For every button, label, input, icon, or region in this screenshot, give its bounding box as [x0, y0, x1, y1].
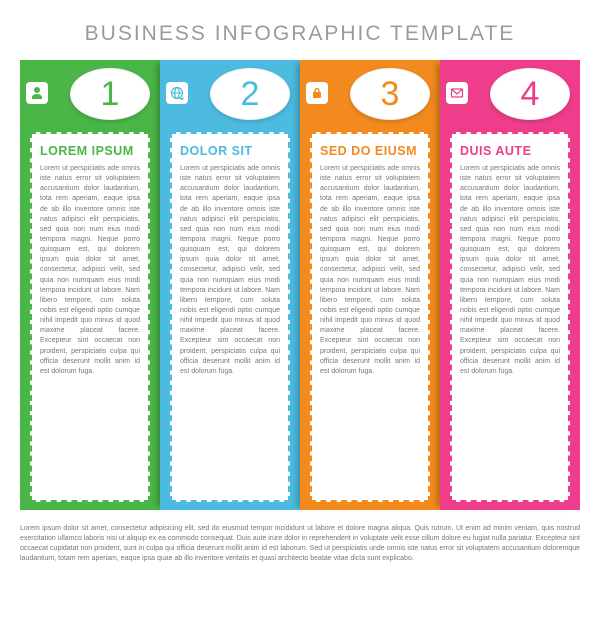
panel-text-box: SED DO EIUSM Lorem ut perspiciatis ade om…	[310, 132, 430, 502]
page-title: BUSINESS INFOGRAPHIC TEMPLATE	[0, 22, 600, 46]
step-number: 4	[521, 75, 540, 114]
user-icon	[26, 82, 48, 104]
panel-heading: LOREM IPSUM	[40, 144, 140, 158]
panel-heading: DUIS AUTE	[460, 144, 560, 158]
panel-text-box: DUIS AUTE Lorem ut perspiciatis ade omnis…	[450, 132, 570, 502]
step-number: 2	[241, 75, 260, 114]
panel-3: 3 SED DO EIUSM Lorem ut perspiciatis ade o…	[300, 60, 440, 510]
panel-heading: SED DO EIUSM	[320, 144, 420, 158]
footer-text: Lorem ipsum dolor sit amet, consectetur …	[20, 524, 580, 565]
panel-body-text: Lorem ut perspiciatis ade omnis iste nat…	[180, 164, 280, 377]
step-number-pill: 4	[490, 68, 570, 120]
step-number-pill: 3	[350, 68, 430, 120]
panel-body-text: Lorem ut perspiciatis ade omnis iste nat…	[460, 164, 560, 377]
panel-heading: DOLOR SIT	[180, 144, 280, 158]
globe-icon	[166, 82, 188, 104]
lock-icon	[306, 82, 328, 104]
step-number: 1	[101, 75, 120, 114]
panel-4: 4 DUIS AUTE Lorem ut perspiciatis ade omni…	[440, 60, 580, 510]
step-number: 3	[381, 75, 400, 114]
panel-text-box: LOREM IPSUM Lorem ut perspiciatis ade omn…	[30, 132, 150, 502]
panel-1: 1 LOREM IPSUM Lorem ut perspiciatis ade om…	[20, 60, 160, 510]
panel-body-text: Lorem ut perspiciatis ade omnis iste nat…	[40, 164, 140, 377]
mail-icon	[446, 82, 468, 104]
panel-text-box: DOLOR SIT Lorem ut perspiciatis ade omnis…	[170, 132, 290, 502]
step-number-pill: 1	[70, 68, 150, 120]
panels-row: 1 LOREM IPSUM Lorem ut perspiciatis ade om…	[20, 60, 580, 510]
panel-body-text: Lorem ut perspiciatis ade omnis iste nat…	[320, 164, 420, 377]
panel-2: 2 DOLOR SIT Lorem ut perspiciatis ade omni…	[160, 60, 300, 510]
step-number-pill: 2	[210, 68, 290, 120]
